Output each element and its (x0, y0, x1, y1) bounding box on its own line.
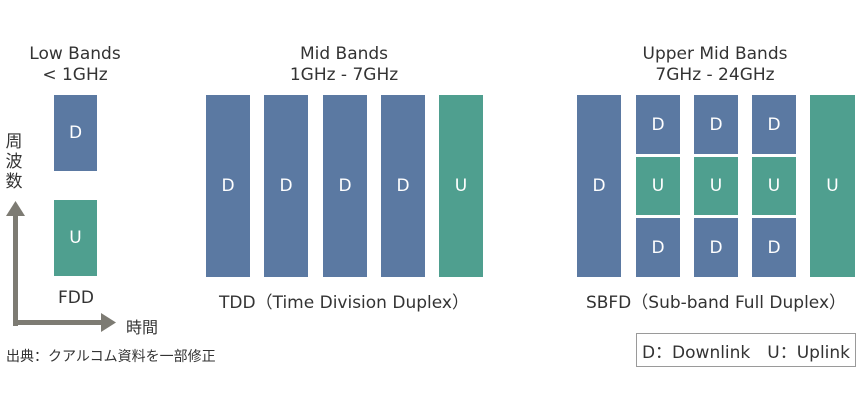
sbfd-grid-cell: D (694, 95, 738, 154)
mid-band-downlink-block-2: D (264, 95, 308, 277)
sbfd-grid-cell: D (694, 218, 738, 277)
time-axis-label: 時間 (126, 318, 159, 337)
frequency-axis-label: 周 波 数 (5, 132, 23, 192)
mid-band-downlink-block-3: D (323, 95, 367, 277)
low-bands-caption: FDD (58, 288, 94, 308)
time-axis-line (13, 320, 103, 325)
mid-bands-range: 1GHz - 7GHz (289, 65, 399, 85)
low-bands-range: < 1GHz (42, 65, 108, 85)
frequency-axis-line (13, 214, 18, 326)
sbfd-downlink-tall-block: D (577, 95, 621, 277)
mid-bands-caption: TDD（Time Division Duplex） (219, 293, 469, 313)
mid-band-downlink-block-4: D (381, 95, 425, 277)
upper-mid-bands-title: Upper Mid Bands (642, 44, 788, 64)
upper-mid-bands-caption: SBFD（Sub-band Full Duplex） (585, 293, 847, 313)
upper-mid-bands-header: Upper Mid Bands 7GHz - 24GHz (615, 44, 815, 86)
source-note: 出典：クアルコム資料を一部修正 (6, 349, 216, 365)
mid-band-downlink-block-1: D (206, 95, 250, 277)
sbfd-grid-cell: U (636, 157, 680, 215)
mid-bands-title: Mid Bands (299, 44, 389, 64)
low-band-downlink-block: D (54, 95, 97, 171)
sbfd-grid-cell: D (636, 218, 680, 277)
sbfd-grid-cell: D (752, 218, 796, 277)
frequency-axis-arrowhead (6, 201, 25, 216)
sbfd-grid-cell: U (694, 157, 738, 215)
low-bands-header: Low Bands < 1GHz (20, 44, 130, 86)
sbfd-grid-cell: U (752, 157, 796, 215)
low-band-uplink-block: U (54, 200, 97, 276)
sbfd-grid-cell: D (636, 95, 680, 154)
mid-band-uplink-block: U (439, 95, 483, 277)
legend-box: D：Downlink U：Uplink (636, 333, 856, 367)
sbfd-uplink-tall-block: U (810, 95, 855, 277)
time-axis-arrowhead (101, 313, 116, 332)
low-bands-title: Low Bands (29, 44, 121, 64)
sbfd-grid-cell: D (752, 95, 796, 154)
upper-mid-bands-range: 7GHz - 24GHz (655, 65, 775, 85)
mid-bands-header: Mid Bands 1GHz - 7GHz (244, 44, 444, 86)
